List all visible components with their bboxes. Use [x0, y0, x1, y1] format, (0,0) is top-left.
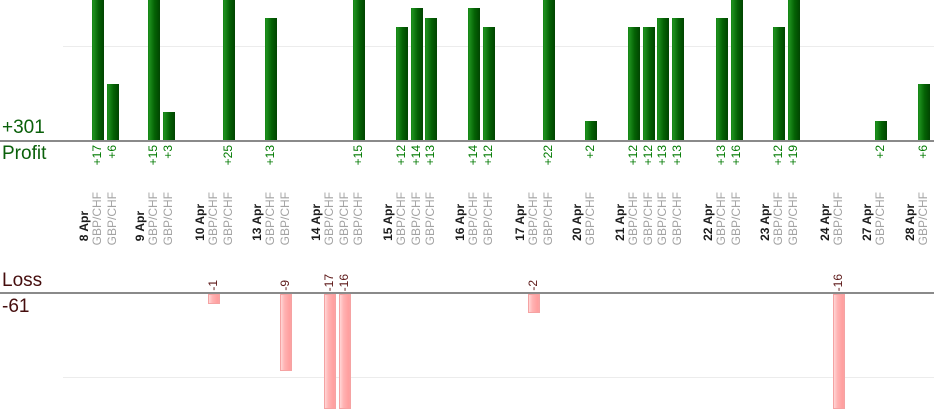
symbol-label: GBP/CHF — [526, 191, 540, 245]
symbol-label: GBP/CHF — [670, 191, 684, 245]
symbol-label: GBP/CHF — [466, 191, 480, 245]
profit-bar — [411, 8, 423, 140]
profit-bar — [107, 84, 119, 140]
profit-bar — [628, 27, 640, 140]
profit-bar-value-label: +6 — [105, 145, 119, 159]
profit-bar — [773, 27, 785, 140]
profit-bar-value-label: +17 — [90, 145, 104, 166]
loss-bar-value-label: -2 — [526, 280, 540, 291]
symbol-label: GBP/CHF — [90, 191, 104, 245]
symbol-label: GBP/CHF — [714, 191, 728, 245]
profit-bar — [585, 121, 597, 140]
symbol-label: GBP/CHF — [206, 191, 220, 245]
symbol-label: GBP/CHF — [916, 191, 930, 245]
symbol-label: GBP/CHF — [771, 191, 785, 245]
profit-bar — [265, 18, 277, 140]
symbol-label: GBP/CHF — [481, 191, 495, 245]
symbol-label: GBP/CHF — [583, 191, 597, 245]
loss-gridline — [63, 377, 934, 378]
symbol-label: GBP/CHF — [351, 191, 365, 245]
profit-bar-value-label: +12 — [626, 145, 640, 166]
symbol-label: GBP/CHF — [409, 191, 423, 245]
symbol-label: GBP/CHF — [263, 191, 277, 245]
profit-bar-value-label: +19 — [786, 145, 800, 166]
symbol-label: GBP/CHF — [786, 191, 800, 245]
profit-bar — [223, 0, 235, 140]
profit-bar — [918, 84, 930, 140]
symbol-label: GBP/CHF — [423, 191, 437, 245]
profit-gridline — [63, 46, 934, 47]
profit-bar — [396, 27, 408, 140]
profit-bar — [672, 18, 684, 140]
profit-bar-value-label: +12 — [394, 145, 408, 166]
symbol-label: GBP/CHF — [541, 191, 555, 245]
profit-bar — [788, 0, 800, 140]
profit-bar — [148, 0, 160, 140]
loss-bar — [324, 294, 336, 409]
loss-bar-value-label: -9 — [278, 280, 292, 291]
symbol-label: GBP/CHF — [831, 191, 845, 245]
profit-bar-value-label: +13 — [263, 145, 277, 166]
symbol-label: GBP/CHF — [221, 191, 235, 245]
symbol-label: GBP/CHF — [394, 191, 408, 245]
profit-bar — [716, 18, 728, 140]
loss-axis-caption: Loss — [2, 270, 43, 291]
profit-bar — [483, 27, 495, 140]
symbol-label: GBP/CHF — [105, 191, 119, 245]
loss-bar-value-label: -1 — [206, 280, 220, 291]
profit-bar — [875, 121, 887, 140]
profit-bar-value-label: +12 — [481, 145, 495, 166]
symbol-label: GBP/CHF — [278, 191, 292, 245]
loss-bar-value-label: -17 — [322, 273, 336, 291]
loss-bar — [528, 294, 540, 313]
profit-bar-value-label: +2 — [583, 145, 597, 159]
profit-bar — [731, 0, 743, 140]
loss-axis-line — [0, 292, 934, 294]
symbol-label: GBP/CHF — [655, 191, 669, 245]
profit-bar — [643, 27, 655, 140]
loss-bar-value-label: -16 — [337, 273, 351, 291]
profit-bar-value-label: +15 — [351, 145, 365, 166]
profit-bar-value-label: +13 — [714, 145, 728, 166]
profit-axis-caption: Profit — [2, 143, 47, 164]
profit-bar-value-label: +13 — [670, 145, 684, 166]
symbol-label: GBP/CHF — [641, 191, 655, 245]
profit-bar-value-label: +22 — [541, 145, 555, 166]
symbol-label: GBP/CHF — [729, 191, 743, 245]
profit-bar-value-label: +15 — [146, 145, 160, 166]
profit-bar — [163, 112, 175, 140]
loss-bar — [339, 294, 351, 409]
profit-bar-value-label: +12 — [641, 145, 655, 166]
symbol-label: GBP/CHF — [322, 191, 336, 245]
profit-total-label: +301 — [2, 117, 45, 138]
profit-bar — [425, 18, 437, 140]
profit-bar-value-label: +2 — [873, 145, 887, 159]
profit-bar — [543, 0, 555, 140]
loss-bar — [208, 294, 220, 304]
profit-bar — [468, 8, 480, 140]
profit-bar-value-label: +14 — [466, 145, 480, 166]
profit-bar — [92, 0, 104, 140]
profit-bar-value-label: +16 — [729, 145, 743, 166]
profit-axis-line — [0, 140, 934, 142]
profit-bar — [353, 0, 365, 140]
symbol-label: GBP/CHF — [626, 191, 640, 245]
loss-bar-value-label: -16 — [831, 273, 845, 291]
loss-total-label: -61 — [2, 296, 30, 317]
symbol-label: GBP/CHF — [161, 191, 175, 245]
profit-bar-value-label: +12 — [771, 145, 785, 166]
symbol-label: GBP/CHF — [873, 191, 887, 245]
profit-bar-value-label: +6 — [916, 145, 930, 159]
profit-bar-value-label: +14 — [409, 145, 423, 166]
profit-bar-value-label: +13 — [655, 145, 669, 166]
symbol-label: GBP/CHF — [146, 191, 160, 245]
loss-bar — [280, 294, 292, 371]
symbol-label: GBP/CHF — [337, 191, 351, 245]
profit-bar-value-label: +13 — [423, 145, 437, 166]
profit-bar-value-label: +3 — [161, 145, 175, 159]
loss-bar — [833, 294, 845, 409]
profit-bar-value-label: +25 — [221, 145, 235, 166]
profit-bar — [657, 18, 669, 140]
